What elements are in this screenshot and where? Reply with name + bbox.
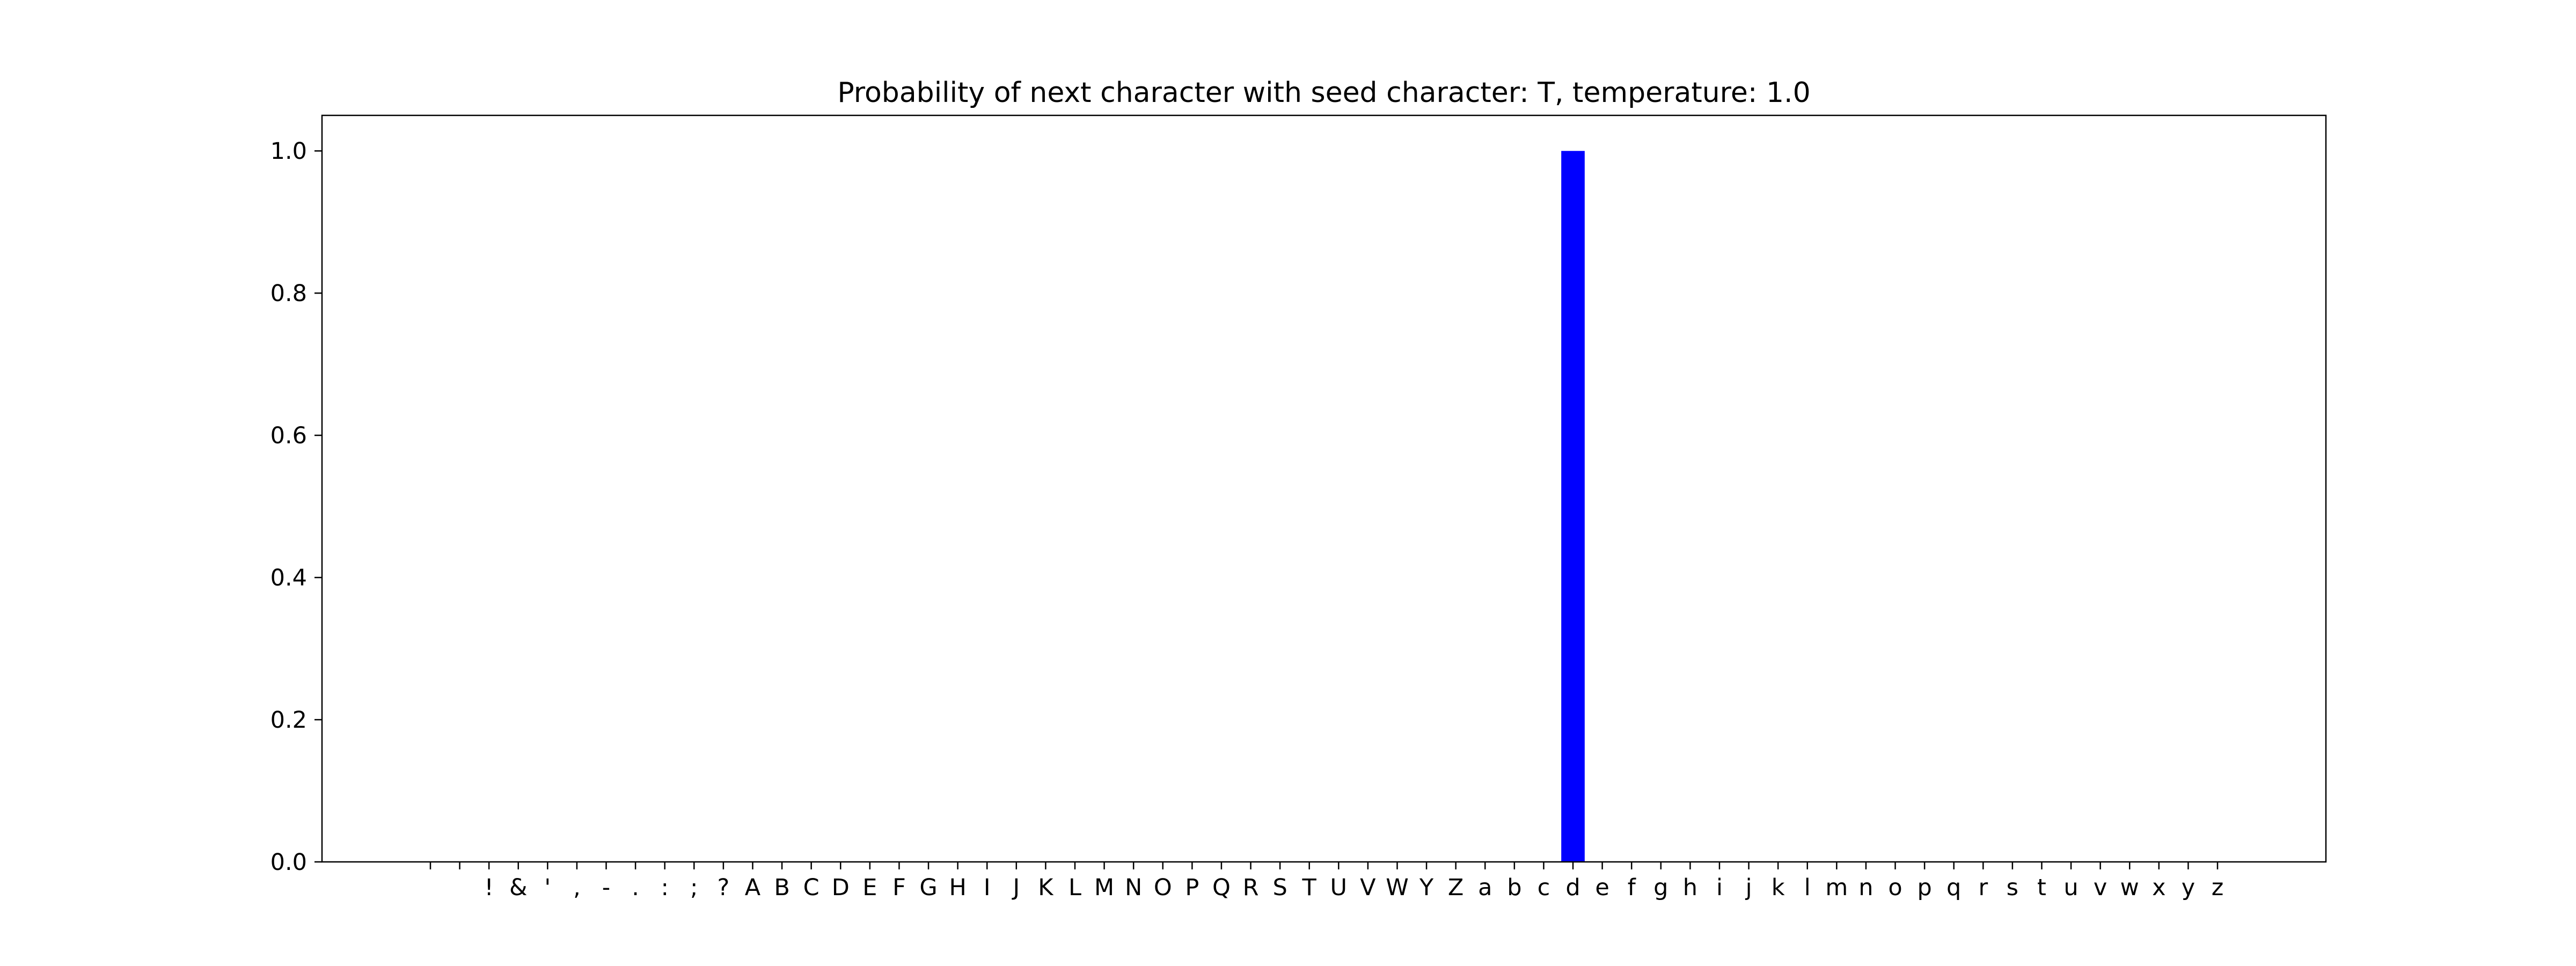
- x-tick-label: -: [602, 874, 611, 901]
- x-tick-label: O: [1154, 874, 1172, 901]
- x-tick-label: C: [803, 874, 819, 901]
- x-tick-label: E: [862, 874, 877, 901]
- x-tick-label: .: [632, 874, 639, 901]
- x-tick-label: h: [1683, 874, 1697, 901]
- x-tick-label: p: [1917, 874, 1931, 901]
- x-tick-label: i: [1716, 874, 1723, 901]
- x-tick-label: w: [2120, 874, 2139, 901]
- x-tick-label: &: [509, 874, 528, 901]
- x-tick-label: k: [1772, 874, 1785, 901]
- x-tick-label: a: [1478, 874, 1492, 901]
- x-tick-label: ': [544, 874, 551, 901]
- x-tick-label: e: [1595, 874, 1609, 901]
- y-tick-label: 0.2: [270, 707, 307, 734]
- y-tick-label: 0.4: [270, 565, 307, 591]
- y-tick-label: 0.8: [270, 280, 307, 307]
- x-tick-label: T: [1302, 874, 1317, 901]
- x-tick-label: d: [1565, 874, 1580, 901]
- x-tick-label: Z: [1448, 874, 1463, 901]
- x-tick-label: N: [1125, 874, 1142, 901]
- x-tick-label: B: [774, 874, 790, 901]
- x-tick-label: s: [2007, 874, 2018, 901]
- x-tick-label: R: [1243, 874, 1259, 901]
- y-tick-label: 1.0: [270, 138, 307, 165]
- bar: [1561, 151, 1585, 862]
- x-tick-label: W: [1386, 874, 1409, 901]
- x-tick-label: K: [1038, 874, 1054, 901]
- x-tick-label: c: [1538, 874, 1550, 901]
- chart-title: Probability of next character with seed …: [837, 77, 1810, 109]
- x-tick-label: j: [1745, 874, 1752, 901]
- x-tick-label: v: [2094, 874, 2107, 901]
- plot-frame: [321, 114, 2327, 863]
- x-tick-label: S: [1272, 874, 1287, 901]
- x-tick-label: ,: [573, 874, 581, 901]
- x-tick-label: A: [745, 874, 761, 901]
- x-tick-label: z: [2212, 874, 2224, 901]
- x-tick-label: y: [2182, 874, 2195, 901]
- x-tick-label: V: [1360, 874, 1376, 901]
- x-tick-label: P: [1185, 874, 1199, 901]
- x-tick-label: u: [2063, 874, 2078, 901]
- x-tick-label: L: [1069, 874, 1081, 901]
- y-tick-label: 0.6: [270, 422, 307, 449]
- x-tick-label: ;: [690, 874, 698, 901]
- x-tick-label: M: [1094, 874, 1114, 901]
- x-tick-label: ?: [717, 874, 729, 901]
- x-tick-label: Q: [1212, 874, 1231, 901]
- x-tick-label: b: [1507, 874, 1521, 901]
- x-tick-label: x: [2152, 874, 2165, 901]
- x-tick-label: o: [1888, 874, 1902, 901]
- x-tick-label: H: [949, 874, 966, 901]
- y-tick-label: 0.0: [270, 849, 307, 876]
- y-axis: 0.0 0.2 0.4 0.6 0.8 1.0: [270, 138, 322, 876]
- x-tick-label: J: [1011, 874, 1020, 901]
- x-tick-label: f: [1628, 874, 1636, 901]
- x-tick-label: F: [892, 874, 906, 901]
- x-tick-label: U: [1330, 874, 1347, 901]
- x-tick-label: !: [485, 874, 494, 901]
- x-tick-label: r: [1978, 874, 1988, 901]
- x-tick-label: n: [1858, 874, 1873, 901]
- x-tick-label: Y: [1419, 874, 1434, 901]
- bars-group: [1561, 151, 1585, 862]
- x-tick-label: g: [1653, 874, 1668, 901]
- x-tick-label: q: [1946, 874, 1961, 901]
- x-tick-label: l: [1804, 874, 1811, 901]
- x-tick-label: G: [919, 874, 937, 901]
- x-tick-label: D: [832, 874, 850, 901]
- x-tick-label: I: [984, 874, 991, 901]
- x-tick-label: t: [2037, 874, 2046, 901]
- x-tick-label: m: [1825, 874, 1848, 901]
- x-tick-label: :: [661, 874, 669, 901]
